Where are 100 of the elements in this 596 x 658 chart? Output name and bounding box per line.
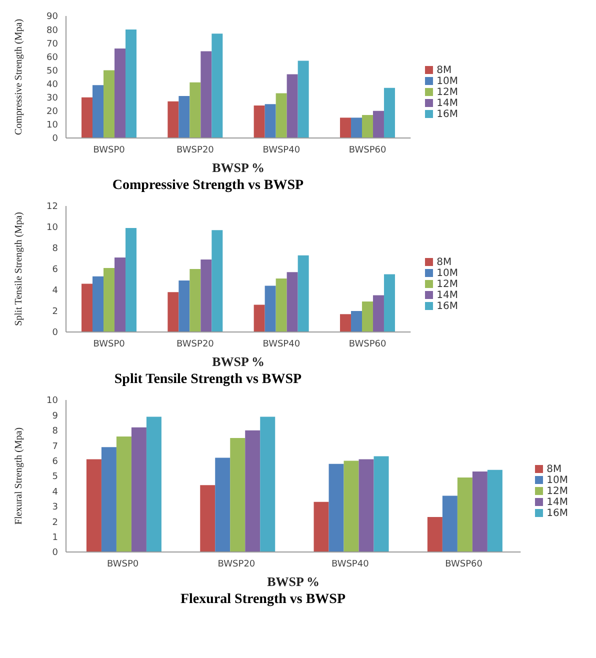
legend-label: 12M [436, 278, 458, 290]
bar [298, 60, 309, 138]
y-axis-title: Split Tensile Strength (Mpa) [14, 212, 25, 326]
legend-label: 8M [546, 464, 562, 474]
bar [168, 101, 179, 138]
y-tick-label: 10 [46, 396, 58, 406]
text: Split Tensile Strength vs BWSP [113, 372, 303, 388]
legend-label: 14M [436, 98, 458, 108]
x-tick-label: BWSP0 [93, 145, 126, 156]
legend-label: 16M [436, 108, 458, 120]
bar [168, 292, 179, 332]
x-tick-label: BWSP0 [107, 559, 139, 570]
bar [86, 459, 102, 552]
bar [190, 269, 201, 332]
x-tick-label: BWSP60 [348, 339, 386, 350]
bar [260, 416, 276, 552]
bar [362, 302, 373, 332]
bar [126, 228, 137, 332]
y-tick-label: 9 [52, 411, 58, 422]
legend-label: 12M [436, 86, 458, 98]
x-tick-label: BWSP0 [93, 339, 126, 350]
legend-label: 8M [436, 64, 452, 76]
y-tick-label: 3 [52, 502, 58, 513]
bar [230, 438, 246, 552]
x-tick-label: BWSP20 [176, 145, 214, 156]
y-tick-label: 6 [52, 265, 58, 276]
bar [264, 286, 276, 332]
bar [101, 447, 116, 552]
x-axis-title: BWSP % [212, 354, 265, 369]
legend-label: 10M [436, 268, 458, 278]
y-tick-label: 8 [52, 426, 58, 437]
bar [178, 96, 190, 138]
bar [114, 257, 126, 332]
bar [314, 502, 329, 552]
x-tick-label: BWSP40 [262, 339, 300, 350]
bar [131, 427, 146, 552]
bar [487, 470, 502, 552]
y-tick-label: 10 [46, 120, 58, 131]
bar [340, 118, 351, 138]
y-tick-label: 6 [52, 456, 58, 467]
bar [116, 436, 132, 552]
bar [245, 430, 260, 552]
bar [350, 118, 362, 138]
x-tick-label: BWSP60 [445, 559, 483, 570]
bar [276, 93, 287, 138]
y-tick-label: 12 [46, 202, 58, 212]
x-tick-label: BWSP60 [348, 145, 386, 156]
y-tick-label: 0 [52, 328, 58, 338]
x-tick-label: BWSP20 [176, 339, 214, 350]
bar [82, 284, 93, 332]
legend-label: 16M [546, 508, 568, 518]
bar [372, 110, 384, 138]
bar [286, 74, 298, 138]
bar [264, 104, 276, 138]
bar [200, 260, 212, 332]
x-axis-title: BWSP % [267, 574, 320, 589]
bar [200, 485, 216, 552]
legend-label: 12M [546, 486, 568, 496]
y-tick-label: 20 [46, 107, 58, 118]
y-tick-label: 80 [46, 26, 58, 36]
y-tick-label: 7 [52, 442, 58, 452]
bar [114, 48, 126, 138]
text: Compressive Strength vs BWSP [111, 178, 305, 194]
bar [212, 34, 223, 138]
bar [372, 295, 384, 332]
legend-label: 14M [546, 496, 568, 508]
legend-label: 10M [436, 76, 458, 86]
bar [427, 517, 442, 552]
y-tick-label: 2 [52, 518, 58, 528]
x-axis-title: BWSP % [212, 160, 265, 175]
bar [215, 458, 230, 552]
x-tick-label: BWSP20 [218, 559, 256, 570]
legend-label: 10M [546, 474, 568, 486]
y-tick-label: 8 [52, 244, 58, 254]
text: Flexural Strength vs BWSP [179, 592, 347, 608]
bar [328, 464, 344, 552]
bar [212, 230, 223, 332]
bar [358, 459, 374, 552]
y-tick-label: 30 [46, 94, 58, 104]
bar [104, 70, 115, 138]
bar [254, 105, 265, 138]
bar [298, 255, 309, 332]
bar [92, 276, 104, 332]
bar [340, 314, 351, 332]
y-tick-label: 2 [52, 307, 58, 318]
y-tick-label: 70 [46, 39, 58, 50]
y-tick-label: 10 [46, 223, 58, 234]
bar [146, 416, 162, 552]
bar [286, 272, 298, 332]
y-tick-label: 60 [46, 52, 58, 63]
bar [384, 274, 395, 332]
x-tick-label: BWSP40 [331, 559, 370, 570]
bar [374, 456, 389, 552]
legend-label: 14M [436, 290, 458, 300]
y-tick-label: 40 [46, 80, 58, 90]
bar [457, 478, 472, 552]
y-axis-title: Compressive Strength (Mpa) [14, 18, 25, 136]
bar [276, 278, 287, 332]
bar [178, 280, 190, 332]
bar [82, 97, 93, 138]
